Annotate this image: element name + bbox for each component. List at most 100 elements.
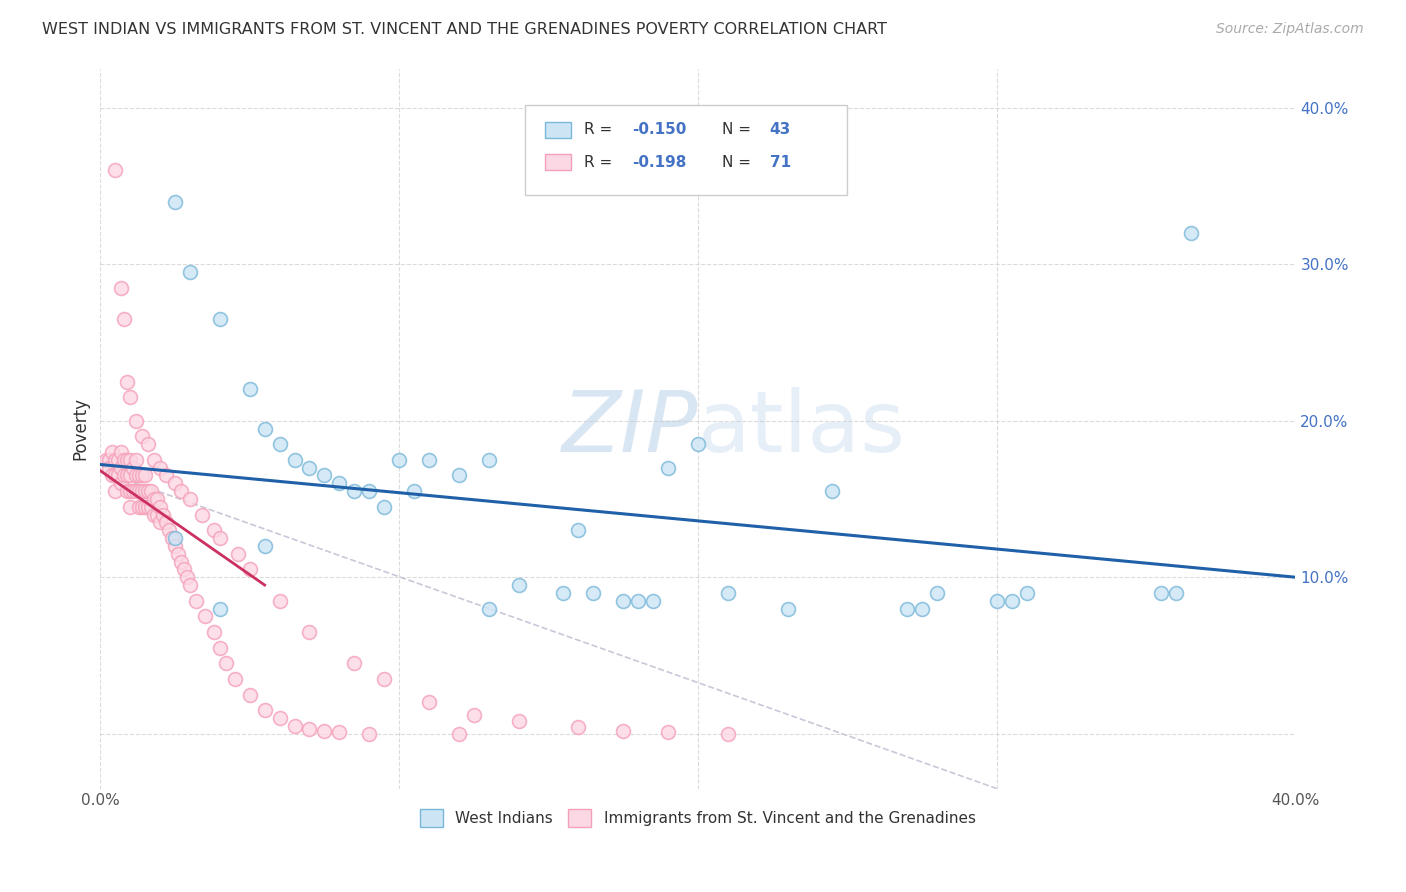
Point xyxy=(328,725,350,739)
Point xyxy=(149,500,172,514)
Point xyxy=(253,421,276,435)
Point xyxy=(157,523,180,537)
Point xyxy=(131,468,153,483)
Point xyxy=(925,586,948,600)
Point xyxy=(1150,586,1173,600)
Point xyxy=(508,714,530,729)
Point xyxy=(136,484,159,499)
Point xyxy=(208,312,231,326)
Point xyxy=(298,460,321,475)
Point xyxy=(226,547,249,561)
Point xyxy=(104,163,127,178)
Point xyxy=(110,476,132,491)
Point xyxy=(120,468,142,483)
Point xyxy=(120,390,142,404)
Text: R =: R = xyxy=(585,122,617,137)
Point xyxy=(101,445,124,459)
Point xyxy=(359,727,381,741)
Point xyxy=(202,523,225,537)
Point xyxy=(911,601,934,615)
Point xyxy=(508,578,530,592)
FancyBboxPatch shape xyxy=(524,104,848,194)
Point xyxy=(447,468,470,483)
Point xyxy=(115,453,138,467)
Point xyxy=(104,484,127,499)
Y-axis label: Poverty: Poverty xyxy=(72,397,89,460)
Point xyxy=(298,722,321,736)
Point xyxy=(98,460,121,475)
Point xyxy=(1015,586,1038,600)
Point xyxy=(253,703,276,717)
Text: Source: ZipAtlas.com: Source: ZipAtlas.com xyxy=(1216,22,1364,37)
Point xyxy=(986,593,1008,607)
Point xyxy=(112,312,135,326)
Point xyxy=(170,555,193,569)
Point xyxy=(136,437,159,451)
Point xyxy=(104,468,127,483)
Point xyxy=(478,601,501,615)
Point xyxy=(643,593,665,607)
Point xyxy=(163,194,186,209)
Text: N =: N = xyxy=(721,122,755,137)
Text: R =: R = xyxy=(585,154,617,169)
Point xyxy=(269,437,291,451)
Point xyxy=(98,453,121,467)
Point xyxy=(208,531,231,545)
Legend: West Indians, Immigrants from St. Vincent and the Grenadines: West Indians, Immigrants from St. Vincen… xyxy=(412,801,983,835)
Point xyxy=(184,593,207,607)
Point xyxy=(128,468,150,483)
Point xyxy=(131,429,153,443)
Point xyxy=(152,508,174,522)
Point xyxy=(131,500,153,514)
Point xyxy=(553,586,575,600)
Point xyxy=(373,672,395,686)
Point xyxy=(163,539,186,553)
Point xyxy=(110,460,132,475)
Point xyxy=(717,586,740,600)
Point xyxy=(125,453,148,467)
Point xyxy=(612,723,634,738)
Point xyxy=(191,508,214,522)
Point xyxy=(1164,586,1187,600)
Text: WEST INDIAN VS IMMIGRANTS FROM ST. VINCENT AND THE GRENADINES POVERTY CORRELATIO: WEST INDIAN VS IMMIGRANTS FROM ST. VINCE… xyxy=(42,22,887,37)
Point xyxy=(115,468,138,483)
Point xyxy=(146,508,169,522)
Point xyxy=(478,453,501,467)
Point xyxy=(314,723,336,738)
Point xyxy=(215,657,238,671)
Point xyxy=(657,725,679,739)
Point xyxy=(131,484,153,499)
Point xyxy=(163,531,186,545)
Point xyxy=(328,476,350,491)
Point xyxy=(170,484,193,499)
Text: -0.198: -0.198 xyxy=(633,154,686,169)
Point xyxy=(122,460,145,475)
Point xyxy=(143,491,166,506)
Point xyxy=(283,453,305,467)
Point xyxy=(128,500,150,514)
FancyBboxPatch shape xyxy=(546,154,571,170)
Point xyxy=(167,547,190,561)
Point xyxy=(208,601,231,615)
Point xyxy=(155,516,177,530)
Text: -0.150: -0.150 xyxy=(633,122,686,137)
Point xyxy=(314,468,336,483)
Point xyxy=(657,460,679,475)
Point xyxy=(776,601,799,615)
Text: atlas: atlas xyxy=(697,387,905,470)
Point xyxy=(128,484,150,499)
Point xyxy=(104,453,127,467)
Point xyxy=(717,727,740,741)
Point xyxy=(120,453,142,467)
Text: ZIP: ZIP xyxy=(561,387,697,470)
Point xyxy=(149,460,172,475)
Text: 71: 71 xyxy=(769,154,790,169)
Point xyxy=(146,491,169,506)
Point xyxy=(115,375,138,389)
Point xyxy=(239,562,262,576)
Point xyxy=(139,484,162,499)
Point xyxy=(96,453,118,467)
Point xyxy=(239,383,262,397)
Point xyxy=(239,688,262,702)
Point xyxy=(125,468,148,483)
